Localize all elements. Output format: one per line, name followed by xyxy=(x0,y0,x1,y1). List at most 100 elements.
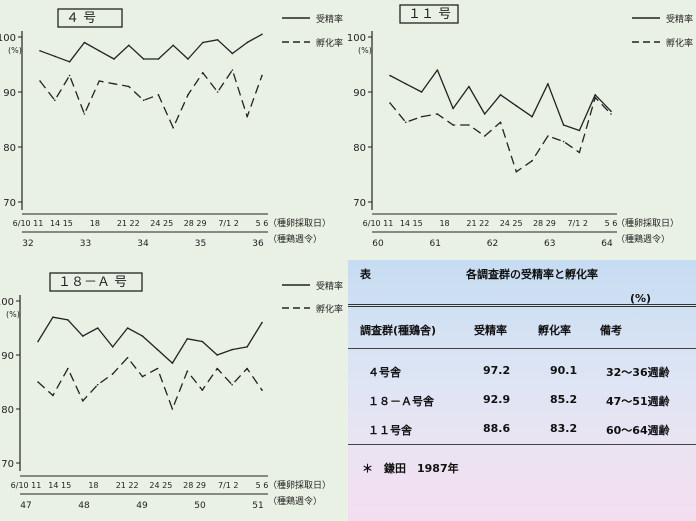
y-tick-label: 100 xyxy=(348,33,366,44)
x-week-label: 51 xyxy=(252,501,263,511)
x-week-label: 62 xyxy=(487,239,498,249)
cell-remarks: 32～36週齢 xyxy=(606,366,670,379)
panel-title-box xyxy=(57,8,123,28)
x-axis-label-weeks: （種鶏週令） xyxy=(268,233,322,245)
point-hatchability xyxy=(261,74,263,77)
x-date-label: 7/1 2 xyxy=(218,481,239,490)
point-fertility xyxy=(594,94,596,96)
point-hatchability xyxy=(562,140,565,143)
point-fertility xyxy=(216,39,219,41)
x-date-label: 14 15 xyxy=(50,219,73,228)
y-tick-label: 80 xyxy=(353,143,366,154)
point-hatchability xyxy=(452,124,454,126)
table-top-rule xyxy=(348,304,696,307)
point-hatchability xyxy=(389,102,391,104)
point-fertility xyxy=(54,55,56,58)
table-title: 各調査群の受精率と孵化率 xyxy=(466,268,598,281)
panel-title-box xyxy=(49,272,143,292)
point-hatchability xyxy=(468,124,470,126)
point-hatchability xyxy=(98,80,100,82)
x-date-label: 24 25 xyxy=(150,219,173,228)
point-fertility xyxy=(113,58,115,60)
point-hatchability xyxy=(261,389,263,391)
x-axis-label-dates: （種卵採取日） xyxy=(616,217,679,229)
x-date-label: 5 6 xyxy=(256,219,269,228)
x-date-label: 18 xyxy=(90,219,100,228)
x-date-label: 18 xyxy=(88,481,98,490)
chart-panel-house-18a: １８－Ａ 号 100 90 80 70 (%) 6/10 11 14 15 18 21 22 24 … xyxy=(0,260,348,521)
point-fertility xyxy=(231,348,233,351)
cell-remarks: 60～64週齢 xyxy=(606,424,670,437)
point-fertility xyxy=(452,107,454,110)
x-date-label: 14 15 xyxy=(48,481,71,490)
x-date-label: 6/10 11 xyxy=(11,481,42,490)
x-date-label: 21 22 xyxy=(466,219,489,228)
point-fertility xyxy=(186,338,189,340)
x-axis-label-dates: （種卵採取日） xyxy=(268,479,331,491)
point-fertility xyxy=(142,58,145,60)
point-fertility xyxy=(610,110,612,112)
table-unit: (%) xyxy=(630,292,652,305)
point-fertility xyxy=(499,94,502,96)
point-fertility xyxy=(389,74,391,77)
point-hatchability xyxy=(83,113,86,115)
point-fertility xyxy=(187,58,189,60)
point-fertility xyxy=(216,354,218,356)
point-fertility xyxy=(157,58,160,60)
series-line-hatchability xyxy=(39,69,263,129)
cell-group: １８－Ａ号舎 xyxy=(368,395,434,408)
cell-fertility: 92.9 xyxy=(483,393,511,406)
point-hatchability xyxy=(113,83,115,85)
y-tick-label: 70 xyxy=(1,459,14,470)
x-axis-label-weeks: （種鶏週令） xyxy=(616,233,670,245)
series-line-fertility xyxy=(389,69,612,132)
x-week-label: 63 xyxy=(544,239,555,249)
point-hatchability xyxy=(186,370,189,372)
x-week-label: 50 xyxy=(194,501,206,511)
point-hatchability xyxy=(436,113,439,115)
point-hatchability xyxy=(128,85,130,88)
x-date-label: 21 22 xyxy=(117,219,140,228)
series-line-hatchability xyxy=(37,357,263,410)
point-fertility xyxy=(128,44,130,47)
x-week-label: 36 xyxy=(252,239,264,249)
point-hatchability xyxy=(141,375,144,378)
y-axis-unit: (%) xyxy=(6,310,20,319)
point-hatchability xyxy=(156,367,159,370)
x-date-label: 7/1 2 xyxy=(567,219,588,228)
point-hatchability xyxy=(126,356,129,359)
point-hatchability xyxy=(531,160,533,162)
chart-svg-house-18a: １８－Ａ 号 100 90 80 70 (%) 6/10 11 14 15 18 21 22 24 … xyxy=(0,272,343,511)
summary-table-panel: 表 各調査群の受精率と孵化率 (%) 調査群(種鶏舎) 受精率 孵化率 備考 ４… xyxy=(348,260,696,521)
y-axis-unit: (%) xyxy=(8,46,22,55)
chart-panel-house-4: ４ 号 100 90 80 70 (%) 6/10 11 14 15 18 21 22 24 25 2… xyxy=(0,0,348,260)
series-line-fertility xyxy=(37,316,263,364)
point-fertility xyxy=(82,335,84,337)
point-fertility xyxy=(98,50,100,52)
x-date-label: 7/1 2 xyxy=(218,219,239,228)
point-fertility xyxy=(468,85,470,88)
table-header-rule xyxy=(348,348,696,349)
cell-hatchability: 83.2 xyxy=(550,422,578,435)
y-tick-label: 70 xyxy=(353,198,366,209)
y-tick-label: 90 xyxy=(353,88,366,99)
point-fertility xyxy=(547,83,549,85)
point-hatchability xyxy=(171,408,174,410)
point-fertility xyxy=(52,316,54,318)
point-hatchability xyxy=(231,69,234,71)
point-fertility xyxy=(37,340,39,343)
x-date-label: 28 29 xyxy=(533,219,556,228)
point-fertility xyxy=(405,83,407,85)
y-tick-label: 90 xyxy=(1,351,14,362)
point-fertility xyxy=(96,327,99,329)
cell-hatchability: 90.1 xyxy=(550,364,578,377)
x-week-label: 61 xyxy=(430,239,441,249)
point-fertility xyxy=(531,115,533,118)
x-week-label: 34 xyxy=(137,239,149,249)
x-week-label: 47 xyxy=(20,501,31,511)
point-fertility xyxy=(246,41,248,44)
y-tick-label: 70 xyxy=(3,198,16,209)
point-fertility xyxy=(111,346,114,348)
y-tick-label: 100 xyxy=(0,33,16,44)
y-tick-label: 80 xyxy=(3,143,16,154)
